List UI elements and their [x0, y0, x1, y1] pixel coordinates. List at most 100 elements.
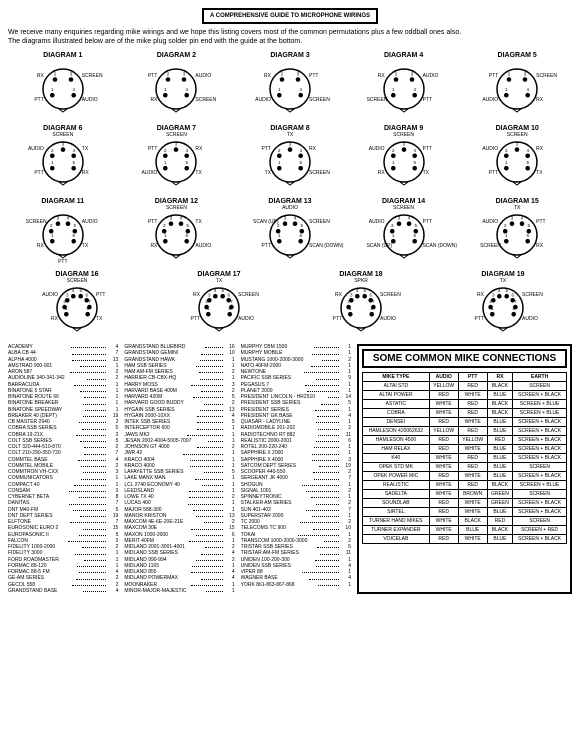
conn-cell: BLACK — [458, 517, 487, 526]
conn-row: VOICELABREDWHITEBLUESCREEN + BLACK — [363, 535, 567, 544]
svg-text:1: 1 — [51, 233, 54, 238]
svg-text:6: 6 — [299, 233, 302, 238]
pin-label: PTT — [26, 170, 44, 176]
listing-dots — [312, 513, 339, 517]
conn-cell: WHITE — [429, 490, 458, 499]
svg-text:2: 2 — [505, 148, 508, 153]
listing-dots — [313, 525, 339, 529]
pin-label: RX — [253, 73, 271, 79]
conn-cell: OPEK POWER MIC — [363, 472, 430, 481]
conn-row: TURNER EXPANDERWHITEBLUEBLACKSCREEN + RE… — [363, 526, 567, 535]
conn-cell: WHITE — [458, 445, 487, 454]
listing-dots — [83, 400, 106, 404]
svg-text:3: 3 — [492, 292, 495, 297]
listing-dots — [300, 519, 339, 523]
pin-label: RX — [367, 73, 385, 79]
connector-icon: 12345678RXPTTTXSCREENAUDIO — [468, 280, 538, 336]
conn-cell: WHITE — [458, 508, 487, 517]
pin-label: SCAN (UP) — [367, 243, 385, 249]
pin-label: SCREEN — [42, 278, 112, 284]
listing-dots — [316, 563, 339, 567]
listing-dots — [81, 463, 107, 467]
conn-cell: RED — [429, 508, 458, 517]
listing-dots — [87, 375, 107, 379]
listing-dots — [312, 350, 339, 354]
listing-name: MINOR-MAJOR-MAJESTIC — [124, 588, 203, 594]
diagram-3: DIAGRAM 31234RXAUDIOPTTSCREEN — [235, 52, 345, 117]
conn-cell: BLACK — [487, 382, 513, 391]
svg-text:3: 3 — [66, 292, 69, 297]
svg-text:7: 7 — [372, 299, 375, 304]
svg-text:5: 5 — [527, 160, 530, 165]
diagram-6: DIAGRAM 612345AUDIOPTTSCREENTXRX — [8, 125, 118, 190]
listing-dots — [84, 444, 106, 448]
conn-cell: WHITE — [458, 418, 487, 427]
conn-row: HAMLESON 420062632YELLOWREDBLUESCREEN + … — [363, 427, 567, 436]
svg-text:3: 3 — [511, 216, 514, 221]
conn-cell: RED — [458, 409, 487, 418]
diagram-1: DIAGRAM 11234RXPTTSCREENAUDIO — [8, 52, 118, 117]
pin-label: SCAN (UP) — [253, 219, 271, 225]
conn-cell: REALISTIC — [363, 481, 430, 490]
listing-dots — [191, 525, 223, 529]
pin-label: AUDIO — [480, 219, 498, 225]
listing-dots — [84, 557, 107, 561]
svg-text:3: 3 — [284, 216, 287, 221]
pin-label: SCREEN — [141, 132, 211, 138]
pin-label: SCREEN — [482, 132, 552, 138]
pin-label: RX — [195, 146, 213, 152]
conn-header-cell: EARTH — [513, 373, 567, 382]
pin-label: AUDIO — [195, 243, 213, 249]
diagram-title: DIAGRAM 13 — [268, 198, 311, 205]
listing-row: MINOR-MAJOR-MAJESTIC1 — [124, 588, 234, 594]
diagram-title: DIAGRAM 7 — [157, 125, 196, 132]
diagram-5: DIAGRAM 51234PTTAUDIOSCREENRX — [462, 52, 572, 117]
listing-dots — [80, 513, 106, 517]
pin-label: PTT — [139, 73, 157, 79]
diagram-title: DIAGRAM 18 — [339, 271, 382, 278]
listing-dots — [306, 488, 339, 492]
conn-cell: SCREEN + BLACK — [513, 454, 567, 463]
listing-dots — [190, 463, 223, 467]
diagram-title: DIAGRAM 16 — [55, 271, 98, 278]
diagram-title: DIAGRAM 14 — [382, 198, 425, 205]
svg-text:1: 1 — [392, 160, 395, 165]
diagram-12: DIAGRAM 12123456PTTRXSCREENTXAUDIO — [122, 198, 232, 263]
listing-dots — [318, 425, 339, 429]
diagram-9: DIAGRAM 912345AUDIORXSCREENPTTTX — [349, 125, 459, 190]
listing-dots — [81, 475, 107, 479]
pin-label: AUDIO — [26, 146, 44, 152]
listing-dots — [83, 469, 106, 473]
connector-icon: 1234PTTAUDIOSCREENRX — [482, 61, 552, 117]
svg-text:4: 4 — [527, 148, 530, 153]
listing-dots — [313, 469, 339, 473]
conn-cell: ALTAI STD — [363, 382, 430, 391]
diagram-row: DIAGRAM 11234RXPTTSCREENAUDIODIAGRAM 212… — [8, 52, 572, 117]
connections-title: SOME COMMON MIKE CONNECTIONS — [362, 349, 567, 368]
pin-label: TX — [82, 243, 100, 249]
conn-cell: SCREEN — [513, 463, 567, 472]
conn-cell: RED — [429, 535, 458, 544]
listing-dots — [318, 582, 339, 586]
conn-cell: WHITE — [429, 454, 458, 463]
conn-cell: WHITE — [458, 499, 487, 508]
pin-label: SCREEN — [309, 97, 327, 103]
listing-dots — [200, 357, 223, 361]
pin-label: TX — [468, 278, 538, 284]
diagram-13: DIAGRAM 13123456SCAN (UP)PTTAUDIOSCREENS… — [235, 198, 345, 263]
svg-text:4: 4 — [413, 87, 416, 92]
listing-dots — [305, 382, 339, 386]
conn-cell: HAMLESON 4500 — [363, 436, 430, 445]
svg-text:1: 1 — [51, 160, 54, 165]
svg-text:1: 1 — [278, 233, 281, 238]
listing-dots — [75, 550, 106, 554]
conn-cell: VOICELAB — [363, 535, 430, 544]
conn-cell: BLUE — [458, 526, 487, 535]
pin-label: AUDIO — [253, 97, 271, 103]
pin-label: TX — [96, 316, 114, 322]
bottom-section: ACADEMY4ALBA CB 447ALPHA 400013AMSTRAD 9… — [8, 344, 572, 594]
listing-dots — [188, 500, 223, 504]
connector-icon: 12345AUDIOPTTSCREENRXTX — [482, 134, 552, 190]
svg-text:5: 5 — [299, 160, 302, 165]
svg-text:1: 1 — [505, 233, 508, 238]
